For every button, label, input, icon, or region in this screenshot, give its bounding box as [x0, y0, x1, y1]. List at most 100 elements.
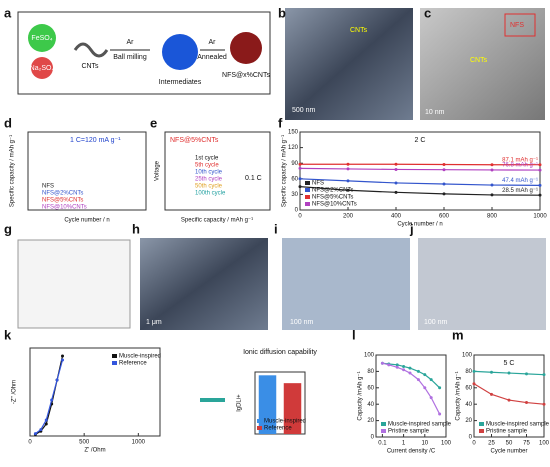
point [507, 371, 511, 375]
legend: 5th cycle [195, 163, 219, 169]
series-line [382, 362, 441, 389]
point [395, 365, 399, 369]
sem-image [140, 238, 268, 330]
label: Annealed [197, 54, 227, 61]
axis-label: -Z'' /Ohm [12, 380, 18, 404]
end-label: 76.8 mAh g⁻¹ [502, 163, 538, 169]
legend: 10th cycle [195, 170, 223, 176]
x-tick-label: 1 [402, 441, 406, 447]
panel-label: m [452, 327, 464, 342]
panel-label: h [132, 221, 140, 236]
point [61, 354, 64, 358]
point [438, 386, 442, 390]
series-line [299, 167, 541, 171]
y-tick-label: 40 [465, 402, 472, 408]
sem-image [285, 8, 413, 120]
panel-label: f [278, 115, 283, 130]
highlight [504, 13, 536, 37]
point [538, 163, 542, 167]
point [346, 167, 350, 171]
y-tick-label: 20 [367, 418, 374, 424]
point [490, 392, 493, 396]
panel-label: l [352, 327, 356, 342]
x-tick-label: 200 [343, 214, 354, 220]
label: CNTs [81, 63, 99, 70]
intermediate-icon [162, 34, 198, 70]
point [525, 372, 528, 376]
plot-frame [375, 354, 447, 438]
scale-bar: 500 nm [292, 107, 316, 114]
point [402, 364, 406, 368]
label: FeSO₄ [31, 35, 52, 42]
x-tick-label: 0 [298, 214, 302, 220]
point [442, 192, 446, 196]
legend: 1st cycle [195, 156, 219, 162]
point [490, 370, 493, 374]
schematic [17, 239, 131, 329]
legend-label: Pristine sample [388, 429, 430, 435]
series-line [35, 359, 64, 435]
legend: NFS@2%CNTs [42, 191, 83, 197]
sem-image [282, 238, 410, 330]
end-label: 87.1 mAh g⁻¹ [502, 157, 538, 163]
point [525, 401, 528, 405]
point [538, 183, 542, 187]
point [423, 373, 427, 377]
scale-bar: 100 nm [290, 319, 314, 326]
legend-label: NFS [312, 181, 324, 187]
legend-swatch [305, 188, 310, 192]
point [542, 373, 546, 377]
point [472, 382, 476, 386]
x-tick-label: 0 [28, 440, 32, 446]
x-tick-label: 800 [487, 214, 498, 220]
legend-swatch [305, 202, 310, 206]
y-tick-label: 60 [465, 385, 472, 391]
axis-label: Current density /C [387, 449, 436, 455]
panel-label: g [4, 221, 12, 236]
point [416, 369, 420, 373]
y-tick-label: 120 [288, 145, 299, 151]
feso4-icon [28, 24, 56, 52]
point [408, 366, 412, 370]
legend: NFS [42, 184, 54, 190]
label: Ball milling [113, 54, 147, 61]
plot-frame [254, 371, 306, 435]
point [542, 402, 546, 406]
note: NFS@5%CNTs [170, 137, 219, 144]
note: 2 C [415, 137, 426, 144]
label: NFS@x%CNTs [222, 72, 270, 79]
note: 1 C=120 mA g⁻¹ [70, 137, 121, 144]
x-tick-label: 75 [523, 441, 530, 447]
legend-swatch [112, 361, 117, 365]
point [490, 168, 494, 172]
note: 0.1 C [245, 175, 262, 182]
point [44, 422, 48, 426]
legend: 50th cycle [195, 184, 223, 190]
label: Na₂SO₄ [30, 65, 55, 72]
note: 5 C [504, 360, 515, 367]
point [298, 185, 302, 189]
x-tick-label: 0.1 [378, 441, 387, 447]
point [507, 398, 511, 402]
legend: NFS@5%CNTs [42, 198, 83, 204]
label: Intermediates [159, 79, 202, 86]
x-tick-label: 1000 [533, 214, 547, 220]
y-tick-label: 60 [367, 385, 374, 391]
axis-label: Cycle number / n [397, 222, 442, 228]
series-line [299, 186, 541, 196]
point [394, 162, 398, 166]
axis-label: Z' /Ohm [84, 448, 105, 454]
point [472, 369, 476, 373]
series-line [35, 355, 64, 435]
y-tick-label: 80 [367, 369, 374, 375]
x-tick-label: 0 [472, 441, 476, 447]
point [346, 162, 350, 166]
point [346, 188, 350, 192]
legend: 100th cycle [195, 191, 226, 197]
point [298, 162, 302, 166]
cnts-icon [73, 42, 109, 58]
series-line [382, 362, 441, 415]
panel-label: d [4, 115, 12, 130]
point [387, 363, 391, 367]
point [346, 179, 350, 183]
